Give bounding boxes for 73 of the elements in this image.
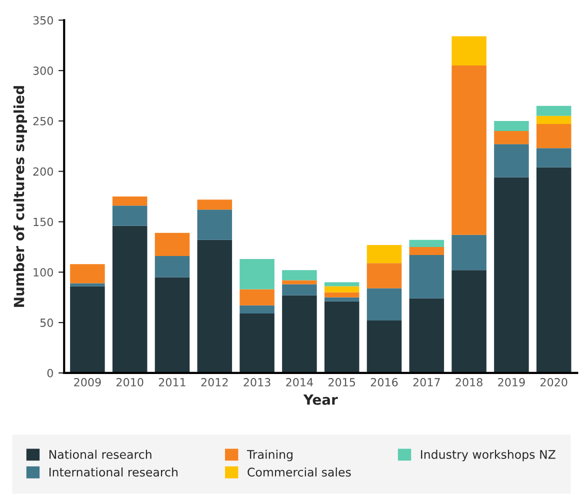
y-tick-label: 50 bbox=[40, 318, 53, 327]
bar bbox=[154, 232, 190, 256]
y-tick-label: 200 bbox=[33, 167, 53, 176]
bar bbox=[366, 263, 402, 288]
y-tick-label: 250 bbox=[33, 116, 53, 126]
legend-label: Industry workshops NZ bbox=[421, 450, 556, 462]
bar bbox=[409, 246, 444, 256]
bar bbox=[452, 36, 486, 66]
bar bbox=[536, 124, 572, 148]
x-tick-label: 2016 bbox=[370, 378, 398, 386]
bar bbox=[197, 240, 232, 373]
bar bbox=[70, 286, 105, 373]
x-tick-label: 2019 bbox=[498, 378, 525, 386]
x-tick-label: 2010 bbox=[116, 378, 144, 386]
x-tick-label: 2017 bbox=[413, 378, 440, 386]
bar bbox=[282, 270, 317, 280]
bar bbox=[154, 277, 190, 373]
bar bbox=[112, 226, 148, 373]
bar bbox=[452, 270, 486, 373]
legend-label: International research bbox=[49, 467, 178, 477]
bar bbox=[409, 240, 444, 247]
bar bbox=[70, 264, 105, 284]
y-tick-label: 0 bbox=[47, 368, 53, 378]
bar bbox=[240, 305, 274, 314]
bar bbox=[324, 286, 360, 292]
bar bbox=[324, 282, 360, 286]
y-tick-label: 350 bbox=[33, 16, 53, 25]
bar bbox=[324, 301, 360, 373]
legend-label: Commercial sales bbox=[248, 467, 351, 477]
x-tick-label: 2014 bbox=[286, 378, 313, 386]
x-tick-label: 2015 bbox=[328, 378, 356, 386]
bar bbox=[452, 234, 486, 270]
bar bbox=[536, 167, 572, 373]
bar bbox=[536, 148, 572, 168]
bar bbox=[494, 120, 529, 132]
bar bbox=[282, 284, 317, 296]
bar bbox=[366, 320, 402, 373]
y-axis-title: Number of cultures supplied bbox=[14, 86, 27, 307]
bar bbox=[409, 255, 444, 298]
y-tick-label: 300 bbox=[33, 66, 53, 75]
bar bbox=[282, 280, 317, 284]
bar bbox=[494, 131, 529, 144]
y-tick-label: 150 bbox=[34, 218, 53, 226]
bar bbox=[536, 116, 572, 124]
bar bbox=[240, 259, 274, 290]
y-tick-label: 100 bbox=[34, 268, 53, 277]
bar bbox=[70, 283, 105, 286]
bar bbox=[197, 200, 232, 210]
bar bbox=[112, 196, 148, 206]
bar bbox=[324, 292, 360, 298]
x-tick-label: 2020 bbox=[540, 378, 568, 386]
x-tick-label: 2011 bbox=[158, 378, 186, 386]
bar bbox=[366, 244, 402, 264]
bar bbox=[366, 288, 402, 321]
x-tick-label: 2018 bbox=[456, 378, 482, 386]
bar bbox=[409, 298, 444, 373]
bar bbox=[324, 297, 360, 302]
bar bbox=[452, 66, 486, 235]
legend-label: Training bbox=[246, 450, 292, 462]
x-tick-label: 2012 bbox=[201, 378, 228, 386]
x-tick-label: 2013 bbox=[244, 378, 270, 386]
bar bbox=[240, 313, 274, 373]
bar bbox=[197, 210, 232, 240]
bar bbox=[112, 206, 148, 226]
legend-label: National research bbox=[49, 450, 152, 459]
bar bbox=[494, 144, 529, 178]
x-axis-title: Year bbox=[303, 394, 338, 405]
bar bbox=[240, 289, 274, 306]
bar bbox=[154, 256, 190, 278]
bar bbox=[494, 177, 529, 373]
bar bbox=[282, 295, 317, 373]
x-tick-label: 2009 bbox=[74, 378, 101, 386]
bar bbox=[536, 106, 572, 116]
